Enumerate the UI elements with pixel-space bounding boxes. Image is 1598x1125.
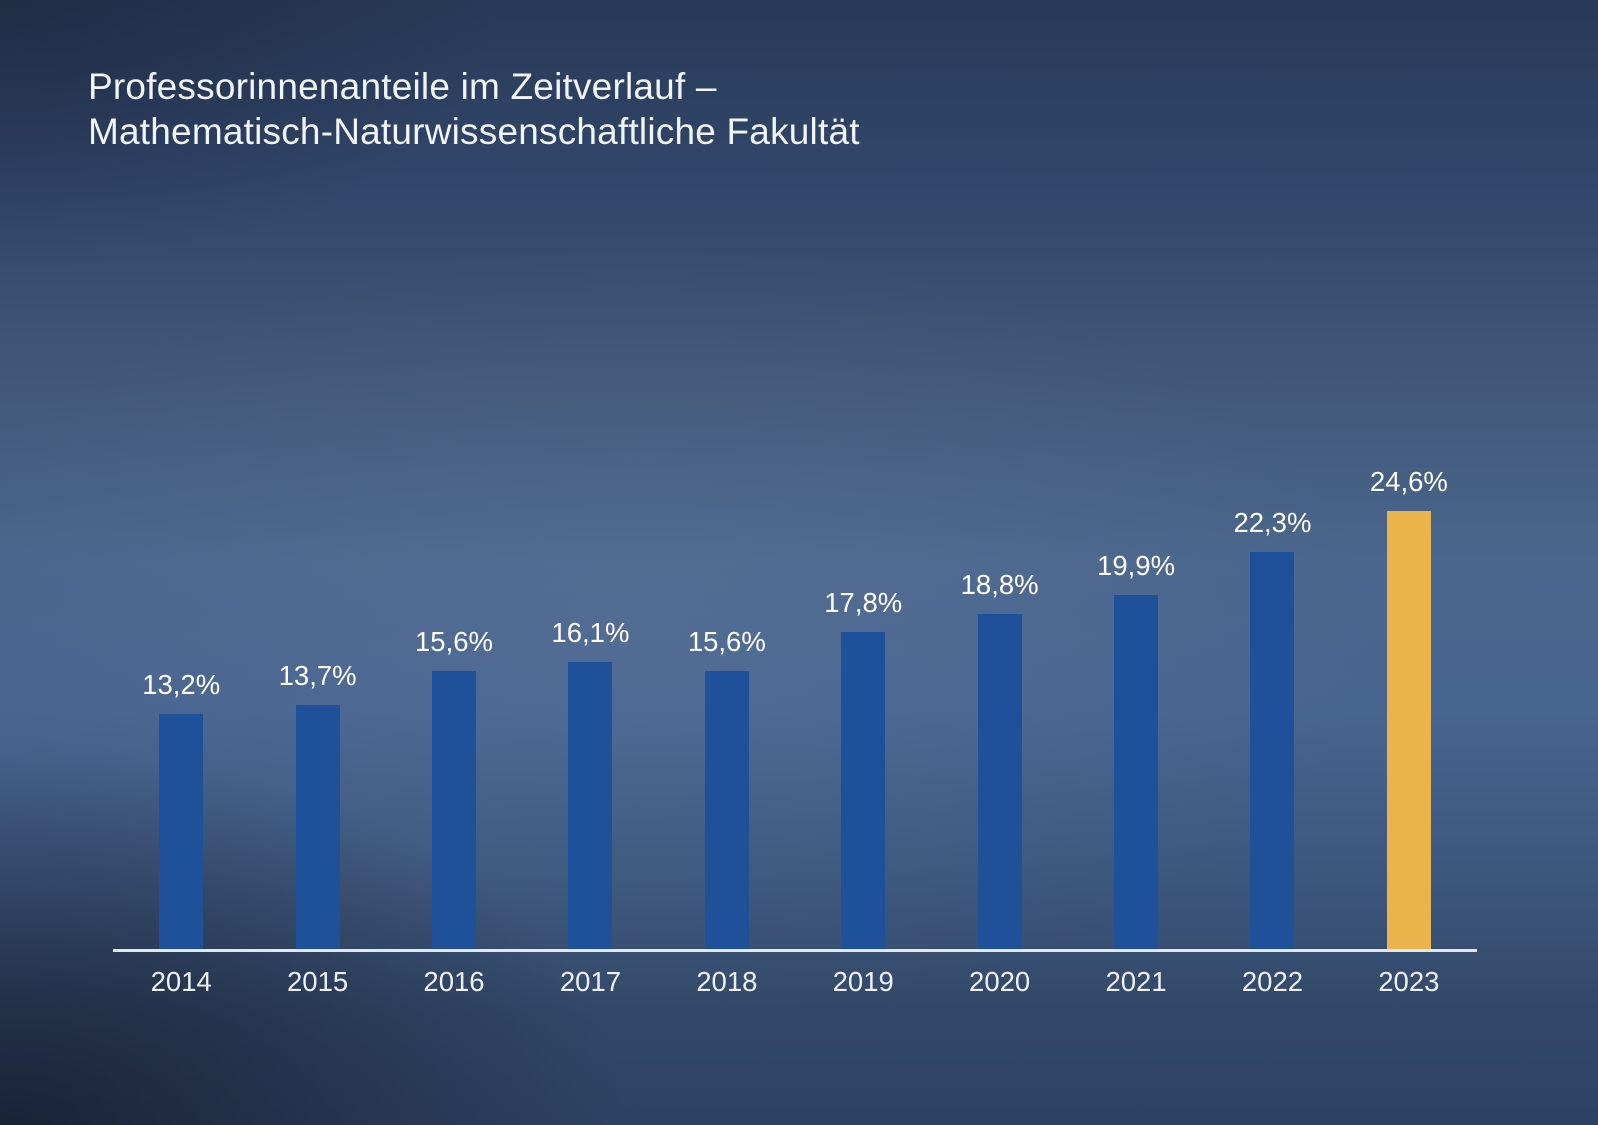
bar-value-label-2019: 17,8% [824, 587, 903, 618]
bar-2018 [704, 671, 749, 949]
bar-2021 [1114, 595, 1159, 949]
bar-2019 [841, 632, 886, 949]
x-tick-2021: 2021 [1105, 966, 1167, 997]
bar-value-label-2016: 15,6% [415, 626, 493, 657]
x-axis-tick-labels: 2014 2015 2016 2017 2018 2019 2020 2021 2022 2023 [113, 966, 1477, 998]
bar-group-2021: 19,9% [1068, 550, 1204, 949]
bar-value-label-2014: 13,2% [142, 669, 221, 700]
bar-group-2020: 18,8% [931, 569, 1067, 949]
x-tick-2019: 2019 [832, 966, 894, 997]
bar-value-label-2021: 19,9% [1097, 550, 1176, 581]
bar-value-label-2023: 24,6% [1369, 466, 1448, 497]
bar-group-2015: 13,7% [249, 660, 385, 949]
bar-group-2014: 13,2% [113, 669, 249, 949]
bar-group-2016: 15,6% [386, 626, 522, 949]
bar-value-label-2018: 15,6% [687, 626, 766, 657]
x-tick-2017: 2017 [559, 966, 622, 997]
bar-value-label-2022: 22,3% [1233, 507, 1312, 538]
chart-title-line-2: Mathematisch-Naturwissenschaftliche Faku… [88, 111, 860, 152]
x-tick-2015: 2015 [287, 966, 349, 997]
x-tick-2023: 2023 [1378, 966, 1440, 997]
bar-value-label-2020: 18,8% [960, 569, 1039, 600]
bar-2017 [568, 662, 613, 949]
bar-2014 [159, 714, 204, 949]
x-axis-line [113, 949, 1477, 952]
x-tick-2018: 2018 [696, 966, 758, 997]
bar-2023 [1386, 511, 1431, 949]
bar-2015 [295, 705, 340, 949]
chart-title-line-1: Professorinnenanteile im Zeitverlauf – [88, 66, 717, 107]
bar-group-2022: 22,3% [1204, 507, 1340, 949]
bar-value-label-2017: 16,1% [551, 617, 630, 648]
bar-value-label-2015: 13,7% [278, 660, 357, 691]
x-tick-2022: 2022 [1241, 966, 1304, 997]
bar-group-2018: 15,6% [659, 626, 795, 949]
bar-group-2017: 16,1% [522, 617, 658, 949]
bar-chart-plot-area: 13,2% 13,7% 15,6% 16,1% 15,6% 17,8% 18,8% 19,9%… [113, 466, 1477, 949]
x-tick-2014: 2014 [150, 966, 212, 997]
chart-title: Professorinnenanteile im Zeitverlauf – M… [88, 64, 860, 154]
bar-group-2023: 24,6% [1341, 466, 1477, 949]
bar-2016 [432, 671, 477, 949]
bar-group-2019: 17,8% [795, 587, 931, 949]
x-tick-2016: 2016 [423, 966, 485, 997]
x-tick-2020: 2020 [969, 966, 1031, 997]
bar-2020 [977, 614, 1022, 949]
bar-2022 [1250, 552, 1295, 949]
